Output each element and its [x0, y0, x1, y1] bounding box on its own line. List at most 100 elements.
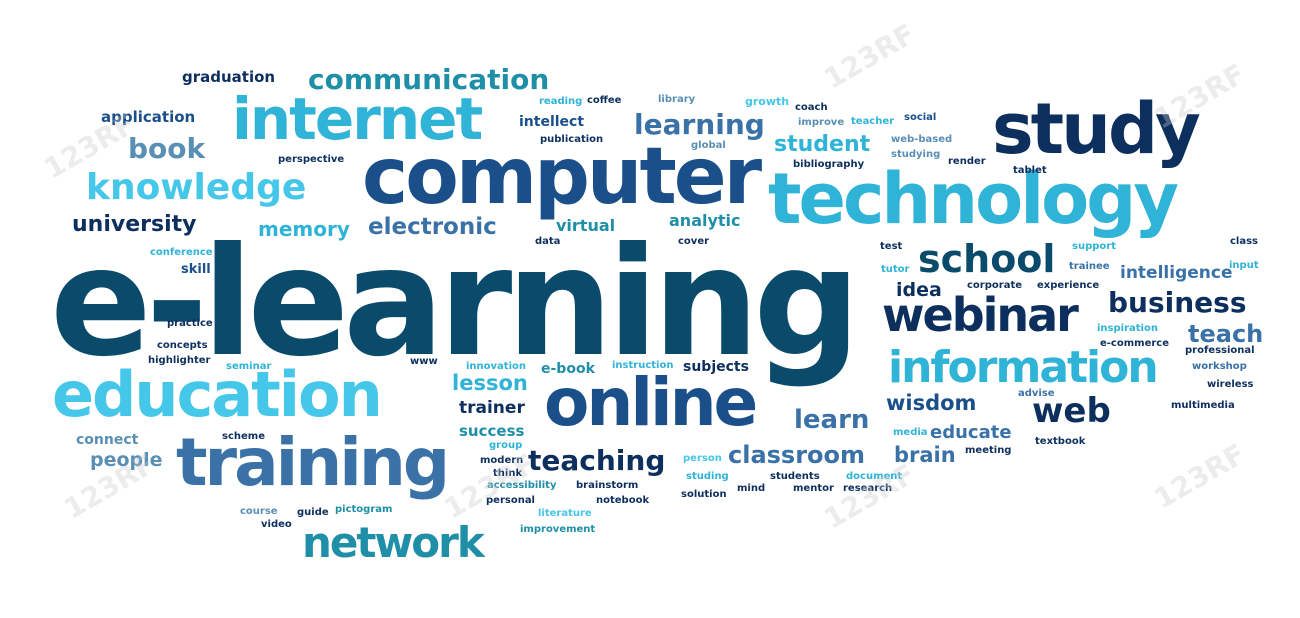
word-information: information [888, 342, 1159, 393]
word-concepts: concepts [157, 340, 208, 351]
word-group: group [489, 440, 523, 451]
word-accessibility: accessibility [487, 480, 557, 491]
word-library: library [658, 94, 696, 105]
word-advise: advise [1018, 388, 1055, 399]
word-lesson: lesson [452, 371, 528, 395]
word-brain: brain [894, 443, 956, 467]
word-bibliography: bibliography [793, 159, 865, 170]
word-growth: growth [745, 95, 790, 108]
word-corporate: corporate [967, 280, 1022, 291]
word-literature: literature [538, 508, 592, 519]
word-seminar: seminar [226, 361, 272, 372]
word-student: student [774, 132, 871, 157]
word-solution: solution [681, 489, 727, 500]
word-network: network [302, 518, 485, 567]
word-innovation: innovation [466, 361, 526, 372]
word-professional: professional [1185, 345, 1255, 356]
word-reading: reading [539, 96, 583, 107]
word-tablet: tablet [1013, 165, 1047, 176]
word-input: input [1229, 260, 1259, 271]
word-online: online [544, 364, 758, 441]
word-book: book [128, 132, 206, 165]
word-studing: studing [686, 471, 729, 482]
word-classroom: classroom [728, 441, 866, 469]
word-teach: teach [1188, 320, 1264, 348]
word-publication: publication [540, 134, 604, 145]
word-connect: connect [76, 432, 139, 448]
word-test: test [880, 241, 903, 252]
word-e-learning: e-learning [50, 216, 861, 390]
word-experience: experience [1037, 280, 1100, 291]
word-workshop: workshop [1192, 361, 1247, 372]
word-analytic: analytic [669, 211, 741, 230]
word-graduation: graduation [182, 68, 276, 86]
word-application: application [101, 108, 196, 126]
word-highlighter: highlighter [148, 355, 211, 366]
word-media: media [893, 427, 928, 438]
word-wisdom: wisdom [886, 391, 977, 415]
word-e-book: e-book [541, 361, 595, 377]
word-support: support [1072, 241, 1116, 252]
word-learn: learn [794, 405, 870, 435]
word-data: data [535, 236, 561, 247]
watermark-logo: 123RF [1148, 437, 1251, 516]
word-guide: guide [297, 507, 329, 518]
word-coach: coach [795, 102, 828, 113]
word-study: study [992, 88, 1201, 170]
word-educate: educate [930, 422, 1012, 443]
word-computer: computer [362, 132, 762, 222]
word-research: research [843, 483, 893, 494]
word-modern: modern [480, 455, 524, 466]
word-pictogram: pictogram [335, 504, 393, 515]
word-mind: mind [737, 483, 766, 494]
word-communication: communication [308, 63, 550, 96]
word-teacher: teacher [851, 116, 895, 127]
word-idea: idea [896, 279, 942, 301]
word-course: course [240, 506, 278, 517]
word-brainstorm: brainstorm [576, 480, 639, 491]
word-success: success [459, 422, 525, 440]
word-coffee: coffee [587, 95, 622, 106]
watermark-logo: 123RF [818, 17, 921, 96]
word-think: think [493, 468, 523, 479]
word-school: school [918, 237, 1056, 281]
word-wireless: wireless [1207, 379, 1254, 390]
word-document: document [846, 471, 903, 482]
word-internet: internet [232, 85, 483, 153]
word-cover: cover [678, 236, 710, 247]
word-training: training [176, 424, 450, 501]
word-intelligence: intelligence [1120, 263, 1233, 283]
word-learning: learning [634, 108, 765, 141]
word-intellect: intellect [519, 114, 585, 130]
word-electronic: electronic [368, 214, 497, 240]
word-technology: technology [768, 158, 1179, 240]
word-person: person [683, 453, 722, 464]
word-tutor: tutor [881, 264, 910, 275]
word-social: social [904, 112, 937, 123]
word-scheme: scheme [222, 431, 265, 442]
watermark-logo: 123RF [818, 457, 921, 536]
word-web: web [1032, 391, 1111, 431]
word-studying: studying [891, 149, 941, 160]
word-webinar: webinar [882, 288, 1079, 342]
word-students: students [770, 471, 820, 482]
word-improve: improve [798, 117, 845, 128]
word-textbook: textbook [1035, 436, 1086, 447]
word-instruction: instruction [612, 360, 674, 371]
word-skill: skill [181, 262, 211, 277]
word-education: education [52, 358, 383, 431]
word-university: university [72, 212, 197, 237]
word-virtual: virtual [556, 216, 616, 235]
word-meeting: meeting [965, 445, 1012, 456]
word-improvement: improvement [520, 524, 596, 535]
word-inspiration: inspiration [1097, 323, 1158, 334]
word-video: video [261, 519, 292, 530]
word-notebook: notebook [596, 495, 650, 506]
word-personal: personal [486, 495, 535, 506]
word-trainee: trainee [1069, 261, 1110, 272]
word-business: business [1108, 286, 1247, 319]
word-memory: memory [258, 217, 350, 241]
word-subjects: subjects [683, 359, 749, 375]
word-mentor: mentor [793, 483, 834, 494]
